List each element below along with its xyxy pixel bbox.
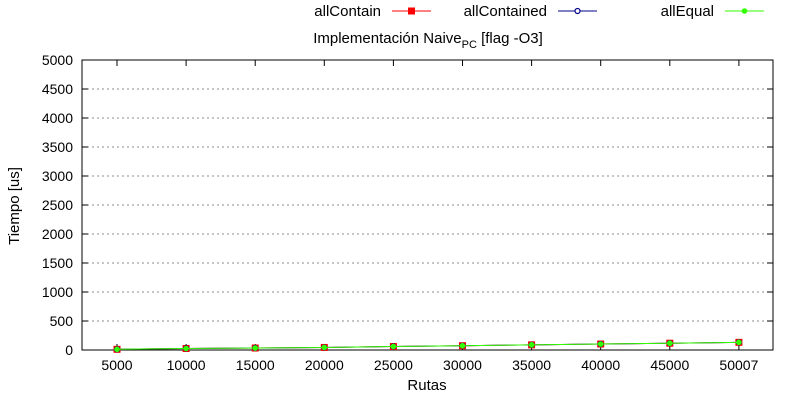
legend-marker-allContained	[574, 7, 581, 15]
legend: allContain allContained allEqual	[314, 3, 764, 20]
legend-marker-allContain	[408, 7, 415, 15]
point-allEqual-5	[459, 342, 466, 349]
series-layer	[113, 338, 743, 353]
y-tick-label-6: 3000	[42, 168, 73, 184]
x-tick-label-5: 30000	[443, 357, 482, 373]
y-tick-label-1: 500	[50, 313, 74, 329]
point-allEqual-4	[390, 343, 397, 350]
chart-title-subscript: PC	[462, 39, 477, 51]
x-tick-label-4: 25000	[374, 357, 413, 373]
grid-lines	[82, 88, 773, 322]
point-allEqual-9	[736, 339, 742, 346]
legend-label-allEqual: allEqual	[661, 3, 714, 20]
legend-label-allContained: allContained	[464, 3, 547, 20]
x-tick-label-2: 15000	[236, 357, 275, 373]
y-tick-label-2: 1000	[42, 284, 73, 300]
x-tick-label-6: 35000	[512, 357, 551, 373]
x-tick-label-0: 5000	[101, 357, 132, 373]
y-tick-label-9: 4500	[42, 81, 73, 97]
x-tick-label-3: 20000	[305, 357, 344, 373]
chart-title: Implementación NaivePC [flag -O3]	[313, 30, 543, 51]
legend-label-allContain: allContain	[314, 3, 381, 20]
chart-title-suffix: [flag -O3]	[477, 30, 543, 47]
y-tick-label-4: 2000	[42, 226, 73, 242]
point-allEqual-0	[114, 346, 120, 353]
y-axis: 0 500 1000 1500 2000 2500 3000 3500 4000 4500 5000	[42, 52, 773, 358]
point-allEqual-8	[667, 340, 673, 347]
x-tick-label-1: 10000	[167, 357, 206, 373]
legend-marker-allEqual	[741, 8, 748, 14]
point-allEqual-6	[528, 342, 535, 348]
x-axis: 5000 10000 15000 20000 25000 30000 35000 40000 4…	[101, 60, 759, 373]
y-axis-title: Tiempo [us]	[6, 167, 23, 245]
point-allEqual-7	[597, 341, 604, 347]
y-tick-label-5: 2500	[42, 197, 73, 213]
chart-title-main: Implementación Naive	[313, 30, 461, 47]
y-tick-label-8: 4000	[42, 110, 73, 126]
point-allEqual-2	[252, 345, 258, 351]
series-allEqual	[114, 339, 742, 353]
y-tick-label-10: 5000	[42, 52, 73, 68]
series-line-allEqual	[116, 341, 739, 350]
x-tick-label-7: 40000	[581, 357, 620, 373]
point-allEqual-3	[321, 344, 328, 351]
x-tick-label-9: 50007	[719, 357, 758, 373]
point-allEqual-1	[183, 345, 189, 352]
y-tick-label-0: 0	[65, 342, 73, 358]
x-axis-title: Rutas	[407, 377, 446, 394]
y-tick-label-3: 1500	[42, 255, 73, 271]
x-tick-label-8: 45000	[650, 357, 689, 373]
y-tick-label-7: 3500	[42, 139, 73, 155]
